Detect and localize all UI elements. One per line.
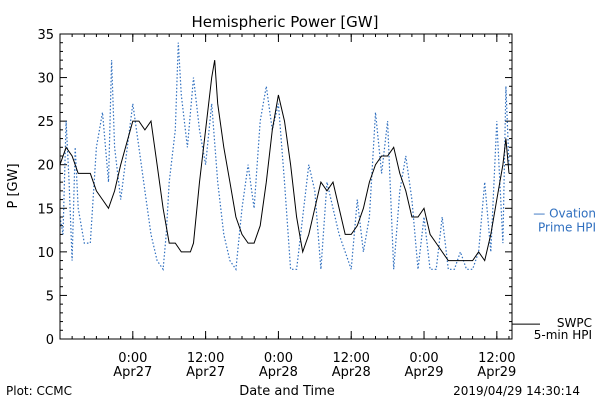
x-tick-label: 12:00: [187, 351, 224, 366]
footer-left: Plot: CCMC: [6, 384, 72, 398]
y-tick-label: 25: [37, 115, 54, 130]
x-tick-label: 12:00: [478, 351, 515, 366]
x-tick-label: Apr28: [259, 365, 298, 380]
swpc-5-min-hpi-line: [59, 60, 510, 262]
x-tick-label: 12:00: [332, 351, 369, 366]
ovation-prime-hpi-label: Prime HPI: [538, 221, 596, 235]
y-tick-label: 35: [37, 28, 54, 43]
x-tick-label: Apr27: [186, 365, 225, 380]
x-tick-label: 0:00: [118, 351, 147, 366]
y-tick-label: 10: [37, 246, 54, 261]
y-tick-label: 0: [46, 333, 54, 348]
y-tick-label: 20: [37, 159, 54, 174]
x-tick-label: 0:00: [409, 351, 438, 366]
y-axis-label: P [GW]: [6, 163, 21, 208]
swpc-5-min-hpi-label: 5-min HPI: [534, 328, 592, 342]
ovation-prime-hpi-label: — Ovation: [533, 207, 596, 221]
x-tick-label: Apr29: [477, 365, 516, 380]
x-tick-label: 0:00: [264, 351, 293, 366]
tick-layer: [59, 33, 512, 340]
x-tick-label: Apr27: [113, 365, 152, 380]
plot-frame: [59, 33, 513, 340]
series-layer: [59, 42, 510, 272]
ovation-prime-hpi-line: [59, 42, 510, 272]
y-tick-label: 5: [46, 289, 54, 304]
y-tick-label: 15: [37, 202, 54, 217]
swpc-5-min-hpi-label: SWPC: [557, 316, 592, 330]
x-axis-label: Date and Time: [239, 384, 335, 399]
y-tick-label: 30: [37, 72, 54, 87]
x-tick-label: Apr29: [405, 365, 444, 380]
footer-right: 2019/04/29 14:30:14: [453, 384, 580, 398]
chart-title: Hemispheric Power [GW]: [192, 13, 379, 31]
x-tick-label: Apr28: [332, 365, 371, 380]
label-layer: 051015202530350:00Apr2712:00Apr270:00Apr…: [37, 28, 596, 380]
